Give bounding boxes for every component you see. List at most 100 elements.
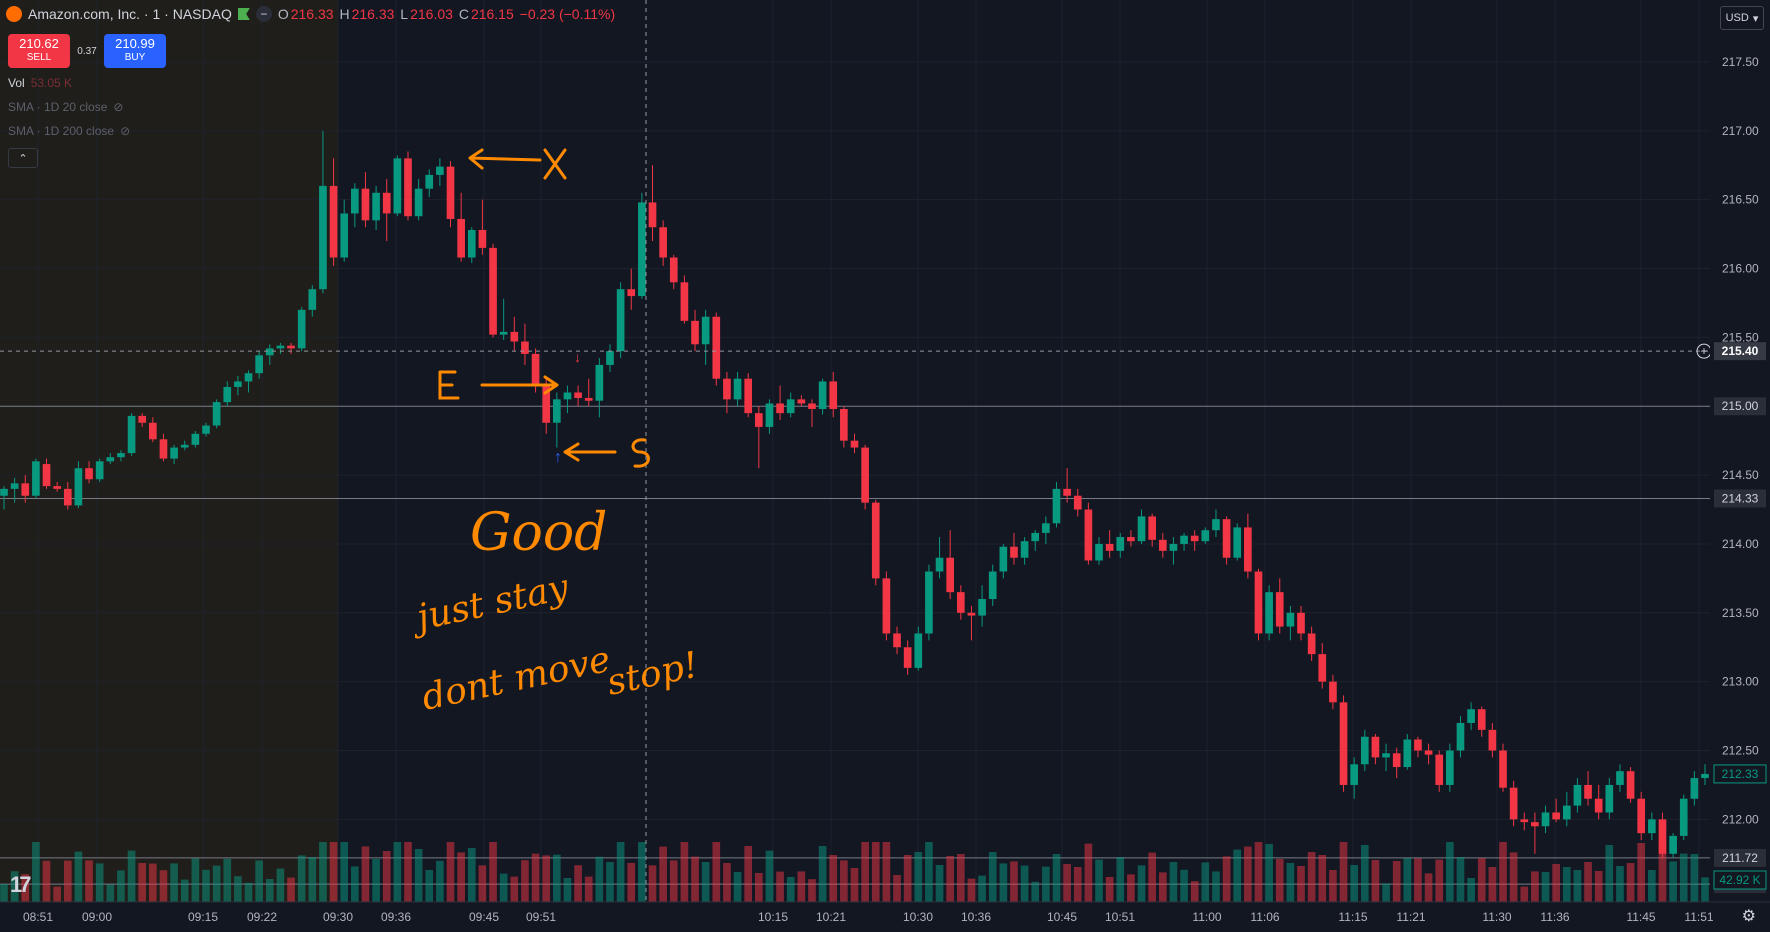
volume-bar (340, 842, 349, 902)
gear-icon[interactable]: ⚙ (1741, 908, 1756, 925)
buy-arrow-icon: ↑ (554, 449, 562, 466)
candle-body (1010, 546, 1018, 558)
volume-bar (1265, 844, 1273, 902)
eye-off-icon[interactable]: ⊘ (120, 124, 131, 138)
open-value: 216.33 (290, 6, 334, 22)
time-tick-label: 10:45 (1047, 910, 1077, 924)
price-tick-label: 213.50 (1722, 606, 1759, 620)
tradingview-logo-icon[interactable]: 17 (10, 872, 32, 897)
volume-bar (255, 860, 263, 902)
candle-body (786, 399, 795, 414)
volume-bar (616, 842, 625, 902)
volume-bar (1669, 861, 1677, 902)
minus-circle-icon[interactable]: − (255, 6, 272, 22)
candle-body (744, 378, 753, 414)
time-tick-label: 10:21 (816, 910, 846, 924)
candle-body (1275, 592, 1284, 627)
eye-off-icon[interactable]: ⊘ (113, 100, 124, 114)
sell-arrow-icon: ↓ (574, 349, 581, 365)
candle-body (1158, 539, 1167, 551)
candle-body (1095, 543, 1103, 561)
volume-bar (1020, 865, 1029, 902)
volume-bars (0, 842, 1709, 902)
volume-bar (32, 842, 40, 902)
price-tick-label: 212.50 (1722, 744, 1759, 758)
candle-body (1137, 516, 1146, 542)
candle-body (701, 316, 710, 345)
price-label-box (1714, 397, 1766, 416)
candle-body (234, 381, 242, 387)
volume-bar (691, 856, 699, 902)
candle-body (871, 502, 880, 579)
volume-bar (1456, 857, 1465, 902)
volume-bar (882, 842, 891, 902)
candle-body (1701, 773, 1709, 779)
volume-bar (1275, 859, 1284, 902)
buy-button[interactable]: 210.99 BUY (104, 34, 166, 68)
candle-body (606, 351, 614, 365)
volume-bar (1180, 869, 1188, 902)
volume-bar (946, 856, 955, 902)
volume-bar (244, 882, 253, 902)
candle-body (1435, 754, 1444, 785)
volume-bar (436, 860, 444, 902)
collapse-legend-button[interactable]: ⌃ (8, 148, 38, 168)
volume-bar (489, 842, 497, 902)
volume-bar (776, 871, 784, 902)
candle-body (1594, 798, 1603, 813)
volume-bar (1073, 867, 1082, 902)
price-tick-label: 213.00 (1722, 675, 1759, 689)
volume-bar (542, 855, 551, 902)
time-axis[interactable]: 08:51 09:00 09:15 09:22 09:30 09:36 09:45 09:51… (0, 901, 1770, 932)
volume-bar (999, 863, 1008, 902)
candle-body (1531, 822, 1539, 827)
candle-body (754, 413, 763, 427)
candle-body (680, 282, 689, 321)
green-flag-icon[interactable] (237, 8, 250, 20)
volume-bar (765, 850, 774, 902)
candle-body (925, 571, 933, 634)
price-axis[interactable]: 217.50 217.00 216.50 216.00 215.50 215.00 214.… (1710, 0, 1770, 902)
candle-body (1020, 541, 1029, 558)
volume-bar (1233, 849, 1242, 902)
time-tick-label: 11:51 (1684, 910, 1713, 924)
currency-button[interactable]: USD ▾ (1720, 6, 1764, 30)
time-tick-label: 09:36 (381, 910, 411, 924)
candle-body (1254, 571, 1263, 634)
candle-body (117, 453, 125, 458)
low-value: 216.03 (410, 6, 453, 22)
volume-bar (978, 875, 986, 902)
symbol-title[interactable]: Amazon.com, Inc. · 1 · NASDAQ (28, 6, 232, 22)
volume-bar (638, 842, 646, 902)
candle-body (1297, 612, 1305, 634)
arrow-x-drawing (468, 148, 567, 180)
volume-bar (935, 865, 944, 902)
candle-body (1148, 516, 1157, 540)
volume-bar (1446, 842, 1454, 902)
sell-button[interactable]: 210.62 SELL (8, 34, 70, 68)
candle-body (1456, 722, 1465, 751)
time-axis-background (0, 902, 1770, 932)
volume-bar (1531, 871, 1539, 902)
volume-bar (1541, 872, 1550, 902)
high-key: H (339, 6, 350, 22)
volume-bar (202, 869, 210, 902)
volume-bar (276, 868, 285, 902)
volume-bar (1360, 845, 1369, 902)
volume-bar (808, 879, 816, 902)
volume-bar (1297, 866, 1305, 902)
volume-bar (159, 870, 168, 902)
volume-bar (680, 842, 689, 902)
volume-bar (903, 855, 912, 902)
volume-bar (127, 850, 136, 902)
sell-label: SELL (26, 52, 52, 63)
sma-20-indicator[interactable]: SMA · 1D 20 close ⊘ (8, 100, 123, 114)
sma-200-indicator[interactable]: SMA · 1D 200 close ⊘ (8, 124, 130, 138)
volume-bar (467, 848, 476, 902)
candle-body (446, 166, 455, 219)
volume-indicator[interactable]: Vol 53.05 K (8, 76, 72, 90)
candle-body (861, 447, 869, 503)
volume-bar (138, 863, 147, 902)
